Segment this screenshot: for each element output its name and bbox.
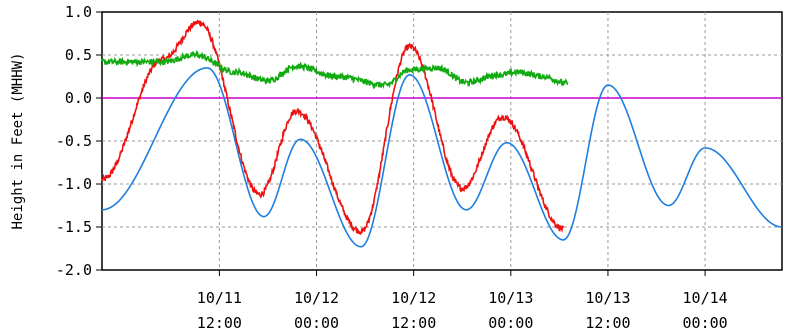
x-axis: 10/11 12:00 10/12 00:00 10/12 12:00 10/13 00:00…: [197, 270, 728, 332]
x-tick-label-date: 10/13: [585, 289, 630, 307]
x-tick-label-date: 10/13: [488, 289, 533, 307]
series-group: [101, 19, 783, 248]
y-tick-label: -1.5: [56, 218, 92, 236]
x-tick-label-time: 00:00: [488, 314, 533, 332]
y-tick-label: -1.0: [56, 175, 92, 193]
x-tick-label-date: 10/14: [683, 289, 728, 307]
x-tick-label-time: 12:00: [585, 314, 630, 332]
y-axis: 1.0 0.5 0.0 -0.5 -1.0 -1.5 -2.0: [56, 3, 102, 279]
y-tick-label: 1.0: [65, 3, 92, 21]
y-tick-label: -2.0: [56, 261, 92, 279]
y-tick-label: 0.0: [65, 89, 92, 107]
x-tick-label-time: 00:00: [294, 314, 339, 332]
x-tick-label-time: 12:00: [391, 314, 436, 332]
x-tick-label-date: 10/11: [197, 289, 242, 307]
x-tick-label-date: 10/12: [294, 289, 339, 307]
x-tick-label-time: 00:00: [683, 314, 728, 332]
y-axis-title: Height in Feet (MHHW): [10, 52, 26, 229]
x-tick-label-time: 12:00: [197, 314, 242, 332]
series-line-0: [101, 67, 783, 248]
series-line-2: [101, 49, 569, 90]
y-tick-label: 0.5: [65, 46, 92, 64]
series-line-1: [101, 19, 565, 236]
x-tick-label-date: 10/12: [391, 289, 436, 307]
y-tick-label: -0.5: [56, 132, 92, 150]
